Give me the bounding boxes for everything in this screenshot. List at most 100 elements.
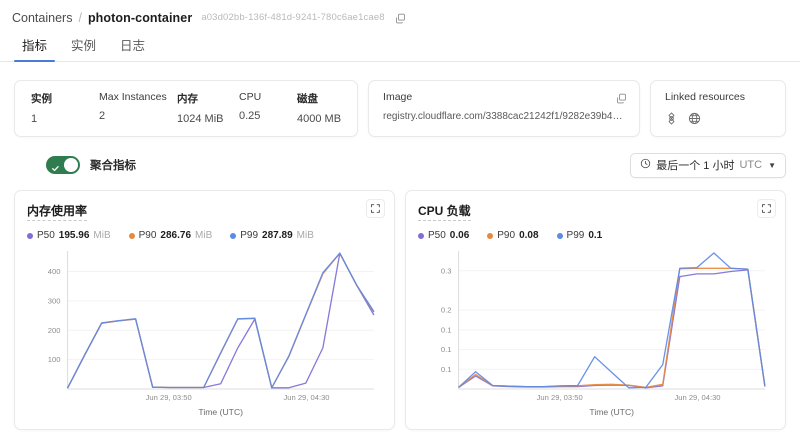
tab-bar: 指标 实例 日志 — [0, 35, 800, 62]
breadcrumb-current: photon-container — [87, 11, 193, 25]
breadcrumb: Containers / photon-container a03d02bb-1… — [0, 0, 800, 26]
memory-chart-legend: P50 195.96 MiB P90 286.76 MiB P99 287.89… — [27, 230, 382, 241]
container-uuid: a03d02bb-136f-481d-9241-780c6ae1cae8 — [201, 12, 385, 23]
spec-max-instances-value: 2 — [99, 110, 106, 122]
spec-memory: 内存 1024 MiB — [177, 91, 239, 125]
legend-dot-p99 — [556, 232, 563, 239]
svg-text:400: 400 — [48, 267, 61, 276]
legend-name-p90: P90 — [497, 230, 516, 241]
memory-usage-chart-card: 内存使用率 P50 195.96 MiB P90 286.76 MiB — [14, 190, 395, 430]
spec-disk-value: 4000 MB — [297, 113, 342, 125]
legend-item-p50[interactable]: P50 195.96 MiB — [27, 230, 111, 241]
legend-value-p99: 0.1 — [588, 230, 603, 241]
legend-unit-p99: MiB — [296, 230, 314, 241]
svg-text:Time (UTC): Time (UTC) — [198, 407, 243, 417]
svg-text:0.1: 0.1 — [441, 326, 452, 335]
svg-text:Jun 29, 04:30: Jun 29, 04:30 — [674, 393, 720, 402]
legend-dot-p99 — [230, 232, 237, 239]
globe-icon[interactable] — [688, 112, 701, 125]
svg-text:100: 100 — [48, 355, 61, 364]
legend-item-p90[interactable]: P90 286.76 MiB — [128, 230, 213, 241]
svg-text:Jun 29, 04:30: Jun 29, 04:30 — [283, 393, 329, 402]
legend-value-p50: 195.96 — [58, 230, 90, 241]
expand-icon[interactable] — [757, 199, 776, 218]
spec-cpu-label: CPU — [239, 91, 262, 103]
legend-name-p90: P90 — [138, 230, 157, 241]
svg-text:Time (UTC): Time (UTC) — [589, 407, 634, 417]
tab-metrics[interactable]: 指标 — [10, 35, 59, 62]
info-cards-row: 实例 1 Max Instances 2 内存 1024 MiB CPU 0.2… — [0, 80, 800, 137]
image-card: Image registry.cloudflare.com/3388cac212… — [368, 80, 640, 137]
aggregate-metrics-label: 聚合指标 — [90, 160, 136, 172]
legend-value-p50: 0.06 — [449, 230, 470, 241]
legend-item-p90[interactable]: P90 0.08 — [487, 230, 539, 241]
legend-name-p99: P99 — [566, 230, 585, 241]
linked-resources-card: Linked resources — [650, 80, 786, 137]
svg-text:0.1: 0.1 — [441, 345, 452, 354]
workers-icon[interactable] — [665, 112, 678, 125]
specs-card: 实例 1 Max Instances 2 内存 1024 MiB CPU 0.2… — [14, 80, 359, 137]
legend-name-p50: P50 — [37, 230, 55, 241]
copy-icon[interactable] — [616, 91, 627, 109]
cpu-chart-title: CPU 负载 — [418, 202, 471, 221]
legend-dot-p50 — [418, 232, 424, 239]
legend-value-p90: 286.76 — [160, 230, 192, 241]
legend-item-p99[interactable]: P99 287.89 MiB — [230, 230, 314, 241]
legend-item-p50[interactable]: P50 0.06 — [418, 230, 469, 241]
legend-name-p99: P99 — [240, 230, 259, 241]
time-range-selector[interactable]: 最后一个 1 小时 UTC ▼ — [630, 152, 786, 178]
legend-unit-p50: MiB — [93, 230, 111, 241]
memory-usage-plot: 100 200 300 400 Jun 29, 03:50 Jun 29, 04:30 Ti… — [48, 251, 375, 417]
legend-unit-p90: MiB — [195, 230, 213, 241]
clock-icon — [640, 158, 651, 172]
spec-disk-label: 磁盘 — [297, 93, 318, 105]
spec-disk: 磁盘 4000 MB — [297, 91, 341, 125]
image-card-title: Image — [383, 91, 413, 103]
svg-text:Jun 29, 03:50: Jun 29, 03:50 — [146, 393, 192, 402]
memory-chart-title: 内存使用率 — [27, 202, 88, 221]
legend-value-p90: 0.08 — [519, 230, 539, 241]
svg-text:0.1: 0.1 — [441, 365, 452, 374]
metrics-controls: 聚合指标 最后一个 1 小时 UTC ▼ — [0, 152, 800, 178]
spec-cpu-value: 0.25 — [239, 110, 261, 122]
aggregate-toggle-group: 聚合指标 — [14, 156, 136, 174]
linked-resources-title: Linked resources — [665, 91, 745, 103]
svg-text:0.3: 0.3 — [441, 266, 452, 275]
time-range-timezone: UTC — [739, 159, 763, 171]
spec-instances-value: 1 — [31, 113, 38, 125]
spec-max-instances: Max Instances 2 — [99, 91, 177, 125]
svg-text:0.2: 0.2 — [441, 306, 452, 315]
toggle-knob — [64, 158, 78, 172]
legend-dot-p90 — [487, 232, 494, 239]
spec-instances-label: 实例 — [31, 93, 52, 105]
legend-name-p50: P50 — [428, 230, 446, 241]
legend-dot-p50 — [27, 232, 33, 239]
cpu-chart-legend: P50 0.06 P90 0.08 P99 0.1 — [418, 230, 773, 241]
spec-max-instances-label: Max Instances — [99, 91, 167, 103]
svg-text:200: 200 — [48, 326, 61, 335]
expand-icon[interactable] — [366, 199, 385, 218]
breadcrumb-root-link[interactable]: Containers — [12, 11, 73, 25]
tab-instances[interactable]: 实例 — [71, 39, 97, 53]
check-icon — [51, 160, 60, 178]
spec-memory-value: 1024 MiB — [177, 113, 224, 125]
legend-value-p99: 287.89 — [262, 230, 293, 241]
legend-item-p99[interactable]: P99 0.1 — [556, 230, 603, 241]
spec-instances: 实例 1 — [31, 91, 99, 125]
spec-cpu: CPU 0.25 — [239, 91, 297, 125]
image-registry-url: registry.cloudflare.com/3388cac21242f1/9… — [383, 111, 625, 122]
charts-row: 内存使用率 P50 195.96 MiB P90 286.76 MiB — [0, 190, 800, 430]
svg-text:300: 300 — [48, 297, 61, 306]
legend-dot-p90 — [128, 232, 135, 239]
svg-text:Jun 29, 03:50: Jun 29, 03:50 — [537, 393, 583, 402]
cpu-load-plot: 0.1 0.1 0.1 0.2 0.3 Jun 29, 03:50 Jun 29, 04:3… — [441, 251, 766, 417]
tab-logs[interactable]: 日志 — [120, 39, 146, 53]
chevron-down-icon: ▼ — [768, 160, 776, 170]
breadcrumb-separator: / — [78, 11, 82, 25]
spec-memory-label: 内存 — [177, 93, 198, 105]
time-range-label: 最后一个 1 小时 — [656, 160, 735, 172]
cpu-load-chart-card: CPU 负载 P50 0.06 P90 0.08 — [405, 190, 786, 430]
copy-icon[interactable] — [395, 13, 406, 24]
aggregate-metrics-toggle[interactable] — [46, 156, 80, 174]
